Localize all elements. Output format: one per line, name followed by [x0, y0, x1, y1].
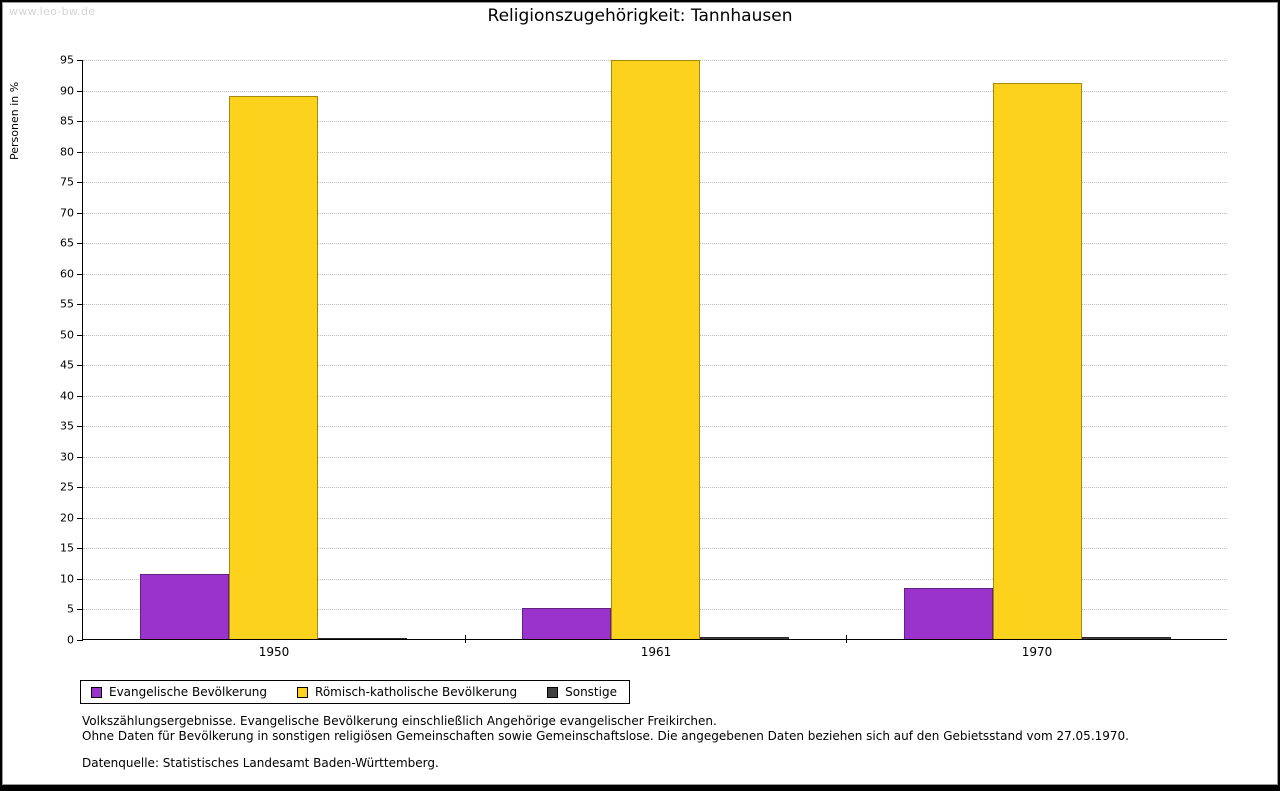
legend-item-2: Sonstige [547, 685, 617, 699]
y-tick [77, 640, 83, 641]
y-tick [77, 579, 83, 580]
legend-swatch-icon [547, 686, 559, 698]
y-tick [77, 243, 83, 244]
y-tick [77, 365, 83, 366]
legend-label: Evangelische Bevölkerung [109, 685, 268, 699]
y-tick [77, 304, 83, 305]
bar-1961-series-2 [700, 637, 789, 639]
y-tick [77, 487, 83, 488]
legend-item-1: Römisch-katholische Bevölkerung [297, 685, 517, 699]
y-tick-label: 60 [60, 267, 74, 281]
y-tick-label: 40 [60, 389, 74, 403]
bar-1970-series-2 [1082, 637, 1171, 639]
plot-area: 0 5 10 15 20 25 30 35 40 45 50 55 60 65 70 75 80 85 90 95 19… [60, 54, 1227, 659]
y-tick [77, 182, 83, 183]
y-tick [77, 335, 83, 336]
bar-1961-series-1 [611, 60, 700, 639]
legend-label: Sonstige [565, 685, 617, 699]
x-tick [465, 635, 466, 643]
bar-1961-series-0 [522, 608, 611, 639]
data-source: Datenquelle: Statistisches Landesamt Bad… [82, 756, 439, 770]
watermark-text: www.leo-bw.de [9, 5, 96, 18]
y-tick [77, 548, 83, 549]
y-tick-label: 20 [60, 511, 74, 525]
y-tick-label: 45 [60, 358, 74, 372]
y-tick [77, 60, 83, 61]
y-tick-label: 35 [60, 419, 74, 433]
x-tick-label: 1970 [1021, 645, 1053, 659]
bar-1970-series-0 [904, 588, 993, 639]
y-tick-label: 25 [60, 480, 74, 494]
bar-1950-series-2 [318, 638, 407, 639]
y-tick-label: 65 [60, 236, 74, 250]
y-tick [77, 518, 83, 519]
y-tick [77, 609, 83, 610]
y-tick [77, 152, 83, 153]
y-tick-label: 90 [60, 84, 74, 98]
legend: Evangelische Bevölkerung Römisch-katholis… [80, 680, 630, 704]
y-axis-label: Personen in % [8, 81, 21, 160]
y-tick-label: 10 [60, 572, 74, 586]
y-tick [77, 426, 83, 427]
footnotes: Volkszählungsergebnisse. Evangelische Be… [82, 714, 1129, 771]
legend-label: Römisch-katholische Bevölkerung [315, 685, 518, 699]
x-tick-label: 1950 [258, 645, 290, 659]
y-tick-label: 80 [60, 145, 74, 159]
y-tick-label: 95 [60, 53, 74, 67]
y-tick-label: 85 [60, 114, 74, 128]
y-tick-label: 0 [67, 633, 74, 647]
y-tick-label: 50 [60, 328, 74, 342]
bar-1950-series-0 [140, 574, 229, 639]
footnote-line-2: Ohne Daten für Bevölkerung in sonstigen … [82, 729, 1129, 743]
bar-1950-series-1 [229, 96, 318, 639]
y-tick [77, 274, 83, 275]
legend-item-0: Evangelische Bevölkerung [91, 685, 267, 699]
x-tick-label: 1961 [640, 645, 672, 659]
footnote-line-1: Volkszählungsergebnisse. Evangelische Be… [82, 714, 717, 728]
y-tick [77, 121, 83, 122]
x-tick [846, 635, 847, 643]
y-tick-label: 15 [60, 541, 74, 555]
bar-1970-series-1 [993, 83, 1082, 639]
y-tick [77, 91, 83, 92]
y-tick [77, 396, 83, 397]
legend-swatch-icon [91, 686, 102, 698]
y-tick [77, 457, 83, 458]
y-tick-label: 55 [60, 297, 74, 311]
y-tick-label: 75 [60, 175, 74, 189]
chart-title: Religionszugehörigkeit: Tannhausen [487, 6, 793, 26]
y-tick-label: 5 [67, 602, 74, 616]
y-tick-label: 30 [60, 450, 74, 464]
y-tick-label: 70 [60, 206, 74, 220]
y-tick [77, 213, 83, 214]
legend-swatch-icon [297, 686, 309, 698]
